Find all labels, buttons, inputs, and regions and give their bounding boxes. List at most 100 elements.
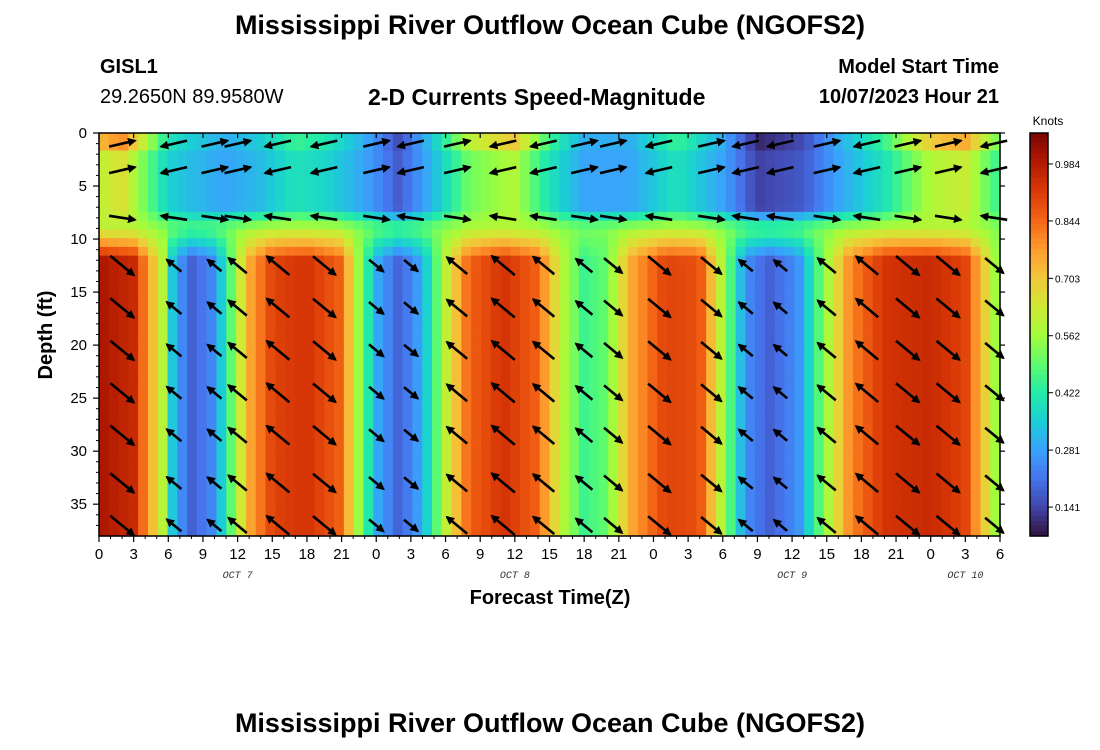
heatmap-cell: [138, 194, 149, 204]
heatmap-cell: [637, 369, 649, 379]
heatmap-cell: [216, 465, 227, 476]
heatmap-cell: [960, 474, 972, 485]
heatmap-cell: [970, 448, 982, 458]
heatmap-cell: [755, 430, 766, 441]
heatmap-cell: [167, 378, 178, 388]
heatmap-cell: [647, 378, 658, 388]
heatmap-cell: [618, 194, 629, 204]
heatmap-cell: [99, 299, 110, 309]
current-arrow: [700, 340, 723, 360]
heatmap-cell: [686, 281, 697, 292]
heatmap-cell: [196, 518, 208, 528]
heatmap-cell: [216, 264, 227, 274]
heatmap-cell: [177, 430, 188, 441]
heatmap-cell: [931, 395, 942, 406]
heatmap-cell: [216, 492, 227, 502]
heatmap-cell: [715, 246, 727, 257]
heatmap-cell: [255, 159, 267, 169]
current-arrow: [165, 518, 183, 533]
heatmap-cell: [725, 465, 737, 476]
heatmap-cell: [784, 430, 795, 441]
heatmap-cell: [696, 413, 707, 423]
heatmap-cell: [529, 404, 541, 414]
heatmap-cell: [314, 413, 325, 423]
current-arrow: [227, 474, 248, 492]
heatmap-cell: [490, 316, 502, 327]
heatmap-cell: [931, 448, 942, 458]
heatmap-cell: [245, 518, 257, 528]
heatmap-cell: [902, 246, 913, 257]
heatmap-cell: [383, 238, 394, 248]
heatmap-cell: [872, 369, 884, 379]
heatmap-cell: [647, 413, 658, 423]
heatmap-cell: [608, 378, 619, 388]
heatmap-cell: [206, 141, 218, 152]
heatmap-cell: [608, 220, 619, 230]
heatmap-cell: [412, 168, 423, 178]
heatmap-cell: [177, 527, 188, 537]
heatmap-cell: [343, 238, 355, 248]
heatmap-cell: [794, 308, 805, 318]
heatmap-cell: [794, 352, 805, 362]
heatmap-cell: [422, 229, 433, 239]
heatmap-cell: [245, 465, 257, 476]
heatmap-cell: [980, 229, 991, 239]
heatmap-cell: [510, 194, 521, 204]
heatmap-cell: [647, 387, 658, 397]
heatmap-cell: [549, 448, 560, 458]
heatmap-cell: [598, 325, 609, 336]
heatmap-cell: [882, 404, 893, 414]
heatmap-cell: [813, 352, 825, 362]
current-arrow: [772, 343, 789, 357]
heatmap-cell: [471, 168, 482, 178]
heatmap-cell: [882, 518, 893, 528]
heatmap-cell: [657, 220, 668, 230]
heatmap-cell: [118, 439, 129, 449]
heatmap-cell: [363, 369, 374, 379]
heatmap-cell: [294, 378, 306, 388]
heatmap-cell: [285, 211, 296, 222]
heatmap-cell: [128, 492, 139, 502]
heatmap-cell: [862, 133, 874, 143]
heatmap-cell: [951, 150, 962, 160]
heatmap-cell: [686, 483, 697, 493]
heatmap-cell: [118, 465, 129, 476]
heatmap-cell: [696, 238, 707, 248]
heatmap-cell: [314, 141, 325, 152]
heatmap-cell: [490, 369, 502, 379]
heatmap-cell: [951, 387, 962, 397]
heatmap-cell: [157, 150, 169, 160]
heatmap-cell: [588, 273, 600, 283]
heatmap-cell: [588, 238, 600, 248]
heatmap-cell: [510, 448, 521, 458]
heatmap-cell: [804, 527, 815, 537]
heatmap-cell: [539, 343, 551, 353]
heatmap-cell: [647, 360, 658, 371]
heatmap-cell: [715, 133, 727, 143]
heatmap-cell: [941, 141, 952, 152]
heatmap-cell: [696, 334, 707, 344]
heatmap-cell: [755, 299, 766, 309]
heatmap-cell: [334, 430, 345, 441]
heatmap-cell: [510, 483, 521, 493]
heatmap-cell: [343, 352, 355, 362]
heatmap-cell: [813, 238, 825, 248]
heatmap-cell: [490, 273, 502, 283]
heatmap-cell: [774, 316, 786, 327]
heatmap-cell: [921, 518, 933, 528]
heatmap-cell: [118, 378, 129, 388]
heatmap-cell: [862, 264, 874, 274]
heatmap-cell: [167, 185, 178, 195]
heatmap-cell: [921, 413, 933, 423]
heatmap-cell: [314, 465, 325, 476]
heatmap-cell: [343, 168, 355, 178]
heatmap-cell: [255, 325, 267, 336]
heatmap-cell: [657, 413, 668, 423]
heatmap-cell: [441, 465, 453, 476]
heatmap-cell: [529, 509, 541, 520]
heatmap-cell: [794, 159, 805, 169]
heatmap-cell: [520, 518, 531, 528]
heatmap-cell: [480, 518, 492, 528]
heatmap-cell: [862, 334, 874, 344]
heatmap-cell: [960, 308, 972, 318]
